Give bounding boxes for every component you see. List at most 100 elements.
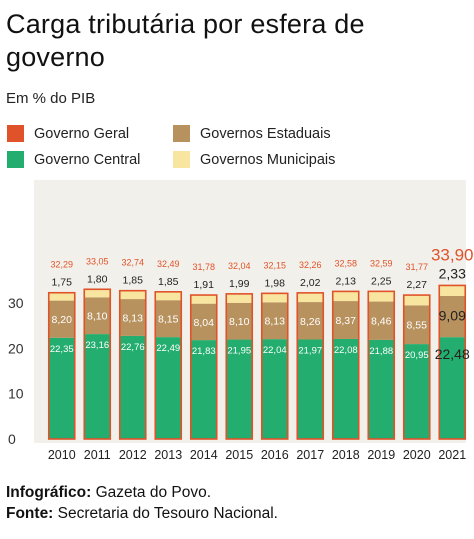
- bar-outline: [83, 288, 112, 440]
- total-value-label: 32,26: [299, 260, 322, 270]
- legend-label: Governos Estaduais: [200, 125, 331, 142]
- states-value-label: 8,46: [371, 316, 392, 328]
- bar-segment: [261, 293, 288, 303]
- bar-outline: [118, 289, 147, 440]
- central-value-label: 21,97: [298, 345, 322, 356]
- chart-subtitle: Em % do PIB: [6, 90, 96, 107]
- legend-swatch: [173, 151, 190, 168]
- infographic-label: Infográfico:: [6, 484, 92, 501]
- municipal-value-label: 2,13: [336, 275, 357, 287]
- bar-outline: [189, 294, 218, 440]
- total-value-label: 32,04: [228, 261, 251, 271]
- bar-segment: [261, 302, 288, 340]
- bar-segment: [403, 295, 430, 306]
- bar-segment: [297, 339, 324, 439]
- central-value-label: 21,88: [369, 346, 393, 357]
- bar-segment: [190, 295, 217, 304]
- bar-segment: [368, 339, 395, 439]
- states-value-label: 8,37: [336, 315, 357, 327]
- states-value-label: 8,10: [87, 311, 108, 323]
- municipal-value-label: 1,98: [265, 277, 286, 289]
- legend-swatch: [7, 125, 24, 142]
- central-value-label: 22,35: [50, 344, 74, 355]
- bar-outline: [260, 292, 289, 440]
- municipal-value-label: 1,99: [229, 278, 250, 290]
- states-value-label: 8,04: [194, 317, 215, 329]
- total-value-label: 32,29: [50, 260, 73, 270]
- total-value-label: 32,74: [121, 258, 144, 268]
- x-tick-label: 2017: [296, 448, 324, 462]
- y-tick-label: 0: [8, 431, 16, 447]
- x-tick-label: 2011: [84, 448, 111, 462]
- total-value-label: 32,49: [157, 259, 180, 269]
- bar-segment: [190, 303, 217, 341]
- states-value-label: 8,13: [265, 316, 286, 328]
- bar-outline: [438, 284, 467, 440]
- x-tick-label: 2013: [154, 448, 182, 462]
- x-tick-label: 2014: [190, 448, 218, 462]
- bar-outline: [296, 292, 325, 440]
- municipal-value-label: 2,02: [300, 277, 321, 289]
- source-credit: Fonte: Secretaria do Tesouro Nacional.: [6, 505, 278, 523]
- legend-item-governo-geral: Governo Geral: [7, 125, 129, 142]
- bar-segment: [226, 293, 253, 303]
- central-value-label: 20,95: [405, 350, 429, 361]
- bar-segment: [297, 302, 324, 340]
- states-value-label: 8,26: [300, 316, 321, 328]
- bar-outline: [367, 290, 396, 440]
- y-tick-label: 20: [8, 340, 24, 356]
- municipal-value-label: 1,75: [52, 277, 73, 289]
- bar-outline: [225, 293, 254, 440]
- bar-segment: [190, 340, 217, 439]
- legend-item-governo-central: Governo Central: [7, 151, 140, 168]
- x-tick-label: 2018: [332, 448, 360, 462]
- bar-segment: [84, 334, 111, 439]
- bar-segment: [261, 339, 288, 439]
- bar-outline: [47, 291, 76, 440]
- infographic-credit: Infográfico: Gazeta do Povo.: [6, 484, 211, 502]
- bar-segment: [155, 300, 182, 338]
- legend-swatch: [7, 151, 24, 168]
- bar-segment: [403, 305, 430, 345]
- legend-label: Governo Geral: [34, 125, 130, 142]
- x-tick-label: 2010: [48, 448, 76, 462]
- bar-segment: [48, 300, 75, 338]
- bar-segment: [119, 290, 146, 300]
- bar-segment: [84, 289, 111, 298]
- central-value-label: 23,16: [85, 340, 109, 351]
- total-value-label: 31,78: [192, 262, 215, 272]
- x-tick-label: 2020: [403, 448, 431, 462]
- legend-item-governos-municipais: Governos Municipais: [173, 151, 335, 168]
- central-value-label: 22,08: [334, 345, 358, 356]
- bar-segment: [155, 291, 182, 301]
- legend-swatch: [173, 125, 190, 142]
- y-tick-label: 10: [8, 386, 24, 402]
- bar-segment: [119, 299, 146, 336]
- municipal-value-label: 1,80: [87, 273, 108, 285]
- central-value-label: 22,04: [263, 345, 287, 356]
- bar-segment: [332, 291, 359, 302]
- x-tick-label: 2015: [225, 448, 253, 462]
- central-value-label: 21,83: [192, 346, 216, 357]
- states-value-label: 8,55: [407, 320, 428, 332]
- bar-segment: [368, 301, 395, 340]
- stacked-bar-chart: 0 10 20 30 22,35 8,20 1,75 32,29 2010 23,16 8,10 1,…: [8, 180, 474, 462]
- bar-segment: [332, 301, 359, 339]
- source-value: Secretaria do Tesouro Nacional.: [57, 505, 278, 522]
- x-tick-label: 2012: [119, 448, 147, 462]
- bar-segment: [368, 291, 395, 302]
- legend-label: Governos Municipais: [200, 151, 336, 168]
- municipal-value-label: 1,85: [123, 275, 144, 287]
- bar-outline: [331, 290, 360, 440]
- bar-segment: [48, 292, 75, 301]
- states-value-label: 9,09: [439, 308, 466, 324]
- bar-segment: [226, 339, 253, 439]
- bar-outline: [402, 294, 431, 440]
- municipal-value-label: 1,85: [158, 276, 179, 288]
- central-value-label: 21,95: [227, 346, 251, 357]
- infographic-value: Gazeta do Povo.: [95, 484, 212, 501]
- states-value-label: 8,10: [229, 316, 250, 328]
- municipal-value-label: 2,25: [371, 275, 392, 287]
- central-value-label: 22,76: [121, 342, 145, 353]
- total-value-label: 32,15: [263, 260, 286, 270]
